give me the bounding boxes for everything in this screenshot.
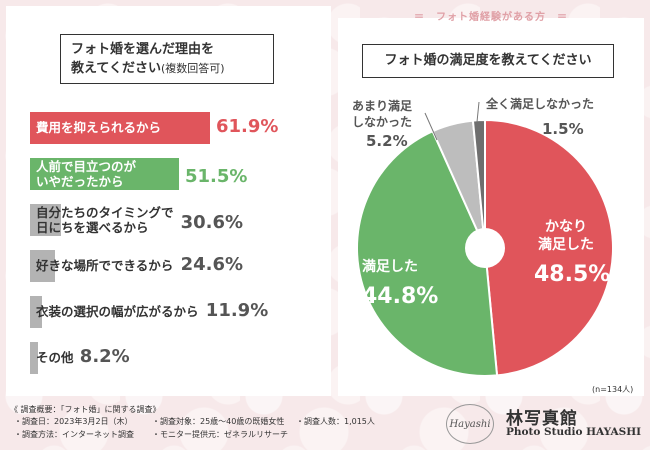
- bar-row: 自分たちのタイミングで 日にちを選べるから 30.6%: [30, 196, 320, 236]
- pie-center-hole: [465, 228, 505, 268]
- pie-leader-line: [424, 112, 438, 141]
- bar-value-label: 8.2%: [79, 346, 130, 367]
- bar-category-label: 自分たちのタイミングで 日にちを選べるから: [36, 205, 174, 235]
- sample-size-note: (n=134人): [592, 385, 634, 394]
- pie-category-label: 全く満足しなかった: [486, 97, 595, 111]
- pie-category-label: あまり満足 しなかった: [352, 99, 413, 129]
- pie-slice: [484, 118, 614, 377]
- bar-row: 人前で目立つのが いやだったから 51.5%: [30, 150, 320, 190]
- bar-category-label: 衣装の選択の幅が広がるから: [36, 304, 199, 319]
- bar-value-label: 11.9%: [205, 300, 269, 321]
- bar-row: 費用を抑えられるから 61.9%: [30, 104, 320, 144]
- brand-name-kanji: 林写真館: [506, 409, 578, 429]
- bar-value-label: 24.6%: [180, 254, 244, 275]
- survey-provider: ・モニター提供元：ゼネラルリサーチ: [152, 430, 288, 439]
- reasons-title: フォト婚を選んだ理由を 教えてください(複数回答可): [60, 34, 274, 84]
- bar-row: その他 8.2%: [30, 334, 320, 374]
- reasons-title-note: (複数回答可): [160, 62, 225, 75]
- bar-category-label: 人前で目立つのが いやだったから: [36, 159, 137, 189]
- brand-name-english: Photo Studio HAYASHI: [506, 426, 642, 438]
- pie-slice: [471, 118, 486, 249]
- bar-category-label: その他: [36, 350, 74, 365]
- studio-logo-icon: Hayashi: [446, 404, 494, 444]
- logo-text: Hayashi: [449, 418, 491, 430]
- audience-tag: ＝ フォト婚経験がある方 ＝: [414, 12, 568, 23]
- survey-count: ・調査人数：1,015人: [296, 417, 375, 426]
- satisfaction-title: フォト婚の満足度を教えてください: [362, 44, 614, 78]
- bar-value-label: 51.5%: [185, 166, 248, 187]
- bar-row: 好きな場所でできるから 24.6%: [30, 242, 320, 282]
- survey-method: ・調査方法：インターネット調査: [14, 430, 134, 439]
- bar-value-label: 30.6%: [180, 212, 244, 233]
- pie-slice: [356, 129, 499, 377]
- pie-value-label: 1.5%: [542, 120, 584, 138]
- survey-heading: 《 調査概要：「フォト婚」に関する調査》: [10, 405, 161, 414]
- bar: [30, 204, 61, 236]
- bar-row: 衣装の選択の幅が広がるから 11.9%: [30, 288, 320, 328]
- pie-leader-line: [476, 101, 480, 123]
- pie-value-label: 48.5%: [534, 262, 611, 287]
- survey-date: ・調査日：2023年3月2日（木）: [14, 417, 133, 426]
- bar: [30, 112, 210, 144]
- bar: [30, 296, 42, 328]
- survey-footer: 《 調査概要：「フォト婚」に関する調査》 ・調査日：2023年3月2日（木） ・…: [6, 400, 644, 446]
- pie-value-label: 5.2%: [366, 132, 408, 150]
- bar: [30, 158, 179, 190]
- pie-category-label: 満足した: [362, 259, 418, 275]
- reasons-title-text: フォト婚を選んだ理由を 教えてください: [71, 42, 215, 76]
- bar-value-label: 61.9%: [216, 116, 279, 137]
- bar: [30, 250, 55, 282]
- bar-category-label: 費用を抑えられるから: [36, 120, 162, 135]
- bar-category-label: 好きな場所でできるから: [36, 258, 174, 273]
- bar: [30, 342, 38, 374]
- pie-category-label: かなり 満足した: [538, 219, 594, 253]
- pie-value-label: 44.8%: [362, 284, 439, 309]
- survey-target: ・調査対象：25歳〜40歳の既婚女性: [152, 417, 285, 426]
